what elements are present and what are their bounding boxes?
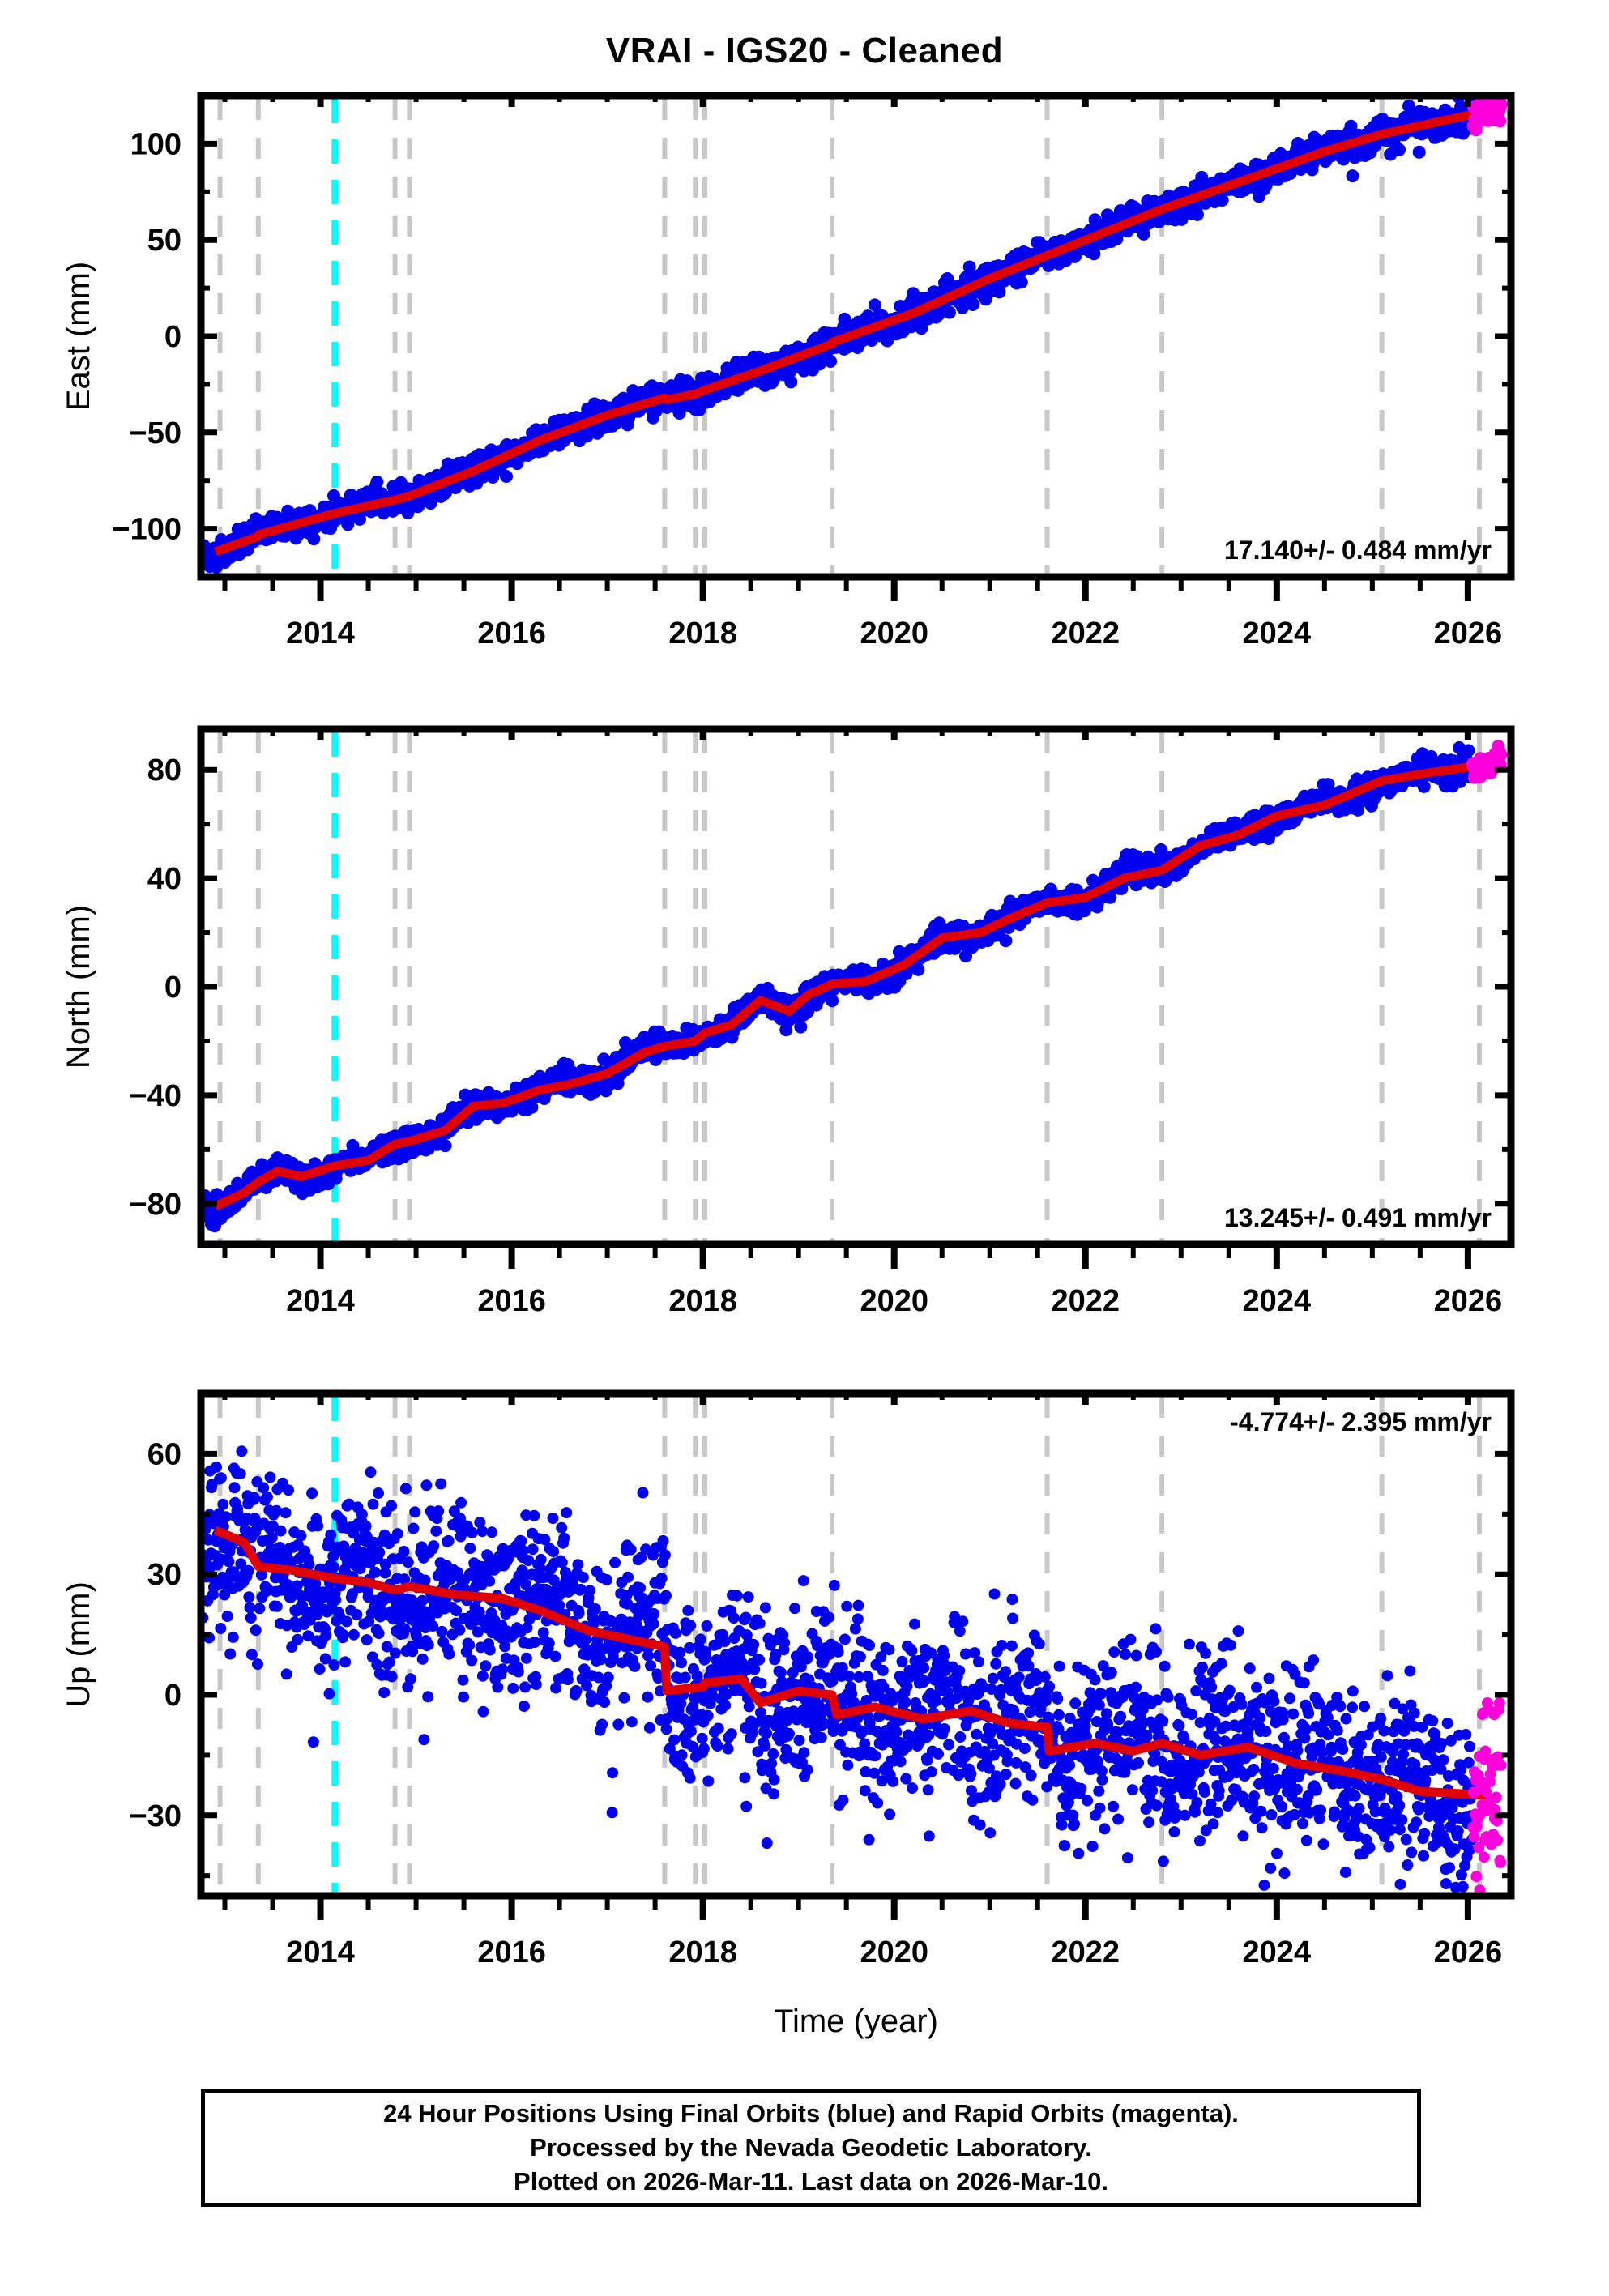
x-tick-label: 2024 bbox=[1243, 617, 1312, 651]
x-tick-label: 2024 bbox=[1243, 1284, 1312, 1318]
x-tick-label: 2014 bbox=[286, 1284, 355, 1318]
timeseries-panels: 100 50 0 −50 −100 2014 2016 2018 2020 2022 2024 202… bbox=[61, 92, 1515, 2039]
panel-data-north bbox=[201, 732, 1508, 1241]
panel-north: 80 40 0 −40 −80 2014 2016 2018 2020 2022 2024 2026 N… bbox=[61, 725, 1515, 1318]
caption-line-1: 24 Hour Positions Using Final Orbits (bl… bbox=[383, 2099, 1239, 2128]
rapid-orbit-points bbox=[1466, 96, 1508, 137]
x-tick-label: 2022 bbox=[1051, 1935, 1120, 1970]
panel-data-east bbox=[201, 96, 1508, 574]
y-tick-label: −30 bbox=[130, 1799, 181, 1833]
panel-up: 60 30 0 −30 2014 2016 2018 2020 2022 2024 2026 Up (… bbox=[61, 1389, 1515, 1970]
y-tick-label: 30 bbox=[147, 1558, 181, 1592]
model-fit-line bbox=[213, 760, 1488, 1211]
x-tick-label: 2026 bbox=[1434, 1284, 1503, 1318]
y-tick-label: 0 bbox=[164, 320, 181, 354]
caption-line-3: Plotted on 2026-Mar-11. Last data on 202… bbox=[514, 2166, 1108, 2196]
x-tick-label: 2018 bbox=[668, 1284, 737, 1318]
panel-data-up bbox=[201, 1397, 1507, 1896]
y-tick-label: −80 bbox=[130, 1188, 181, 1222]
y-tick-label: 50 bbox=[147, 224, 181, 258]
final-orbit-points bbox=[201, 1445, 1478, 1893]
rate-annotation-east: 17.140+/- 0.484 mm/yr bbox=[1224, 536, 1492, 565]
y-tick-label: 40 bbox=[147, 862, 181, 896]
panel-frame bbox=[197, 1389, 1515, 1900]
rapid-orbit-points bbox=[1466, 740, 1508, 784]
y-axis-title-north: North (mm) bbox=[61, 905, 96, 1069]
x-tick-label: 2026 bbox=[1434, 1935, 1503, 1970]
y-tick-label: 100 bbox=[130, 127, 181, 161]
page-title: VRAI - IGS20 - Cleaned bbox=[605, 31, 1004, 70]
x-tick-label: 2014 bbox=[286, 617, 355, 651]
panel-east: 100 50 0 −50 −100 2014 2016 2018 2020 2022 2024 202… bbox=[61, 92, 1515, 651]
x-tick-label: 2016 bbox=[477, 1284, 546, 1318]
caption-line-2: Processed by the Nevada Geodetic Laborat… bbox=[530, 2133, 1092, 2162]
y-tick-label: −50 bbox=[130, 416, 181, 450]
y-tick-label: −40 bbox=[130, 1079, 181, 1113]
x-tick-label: 2016 bbox=[477, 617, 546, 651]
x-tick-label: 2014 bbox=[286, 1935, 355, 1970]
y-tick-label: 0 bbox=[164, 1679, 181, 1713]
x-tick-label: 2024 bbox=[1243, 1935, 1312, 1970]
x-tick-label: 2020 bbox=[860, 1284, 928, 1318]
y-tick-label: 80 bbox=[147, 753, 181, 787]
y-axis-title-east: East (mm) bbox=[61, 262, 96, 411]
y-tick-label: 0 bbox=[164, 971, 181, 1005]
model-fit-line bbox=[213, 106, 1488, 557]
rate-annotation-up: -4.774+/- 2.395 mm/yr bbox=[1230, 1407, 1492, 1436]
x-tick-label: 2018 bbox=[668, 617, 737, 651]
x-tick-label: 2018 bbox=[668, 1935, 737, 1970]
y-tick-label: −100 bbox=[112, 513, 181, 547]
x-tick-label: 2020 bbox=[860, 1935, 928, 1970]
model-fit-line bbox=[213, 1526, 1487, 1800]
x-tick-label: 2022 bbox=[1051, 617, 1120, 651]
x-tick-label: 2016 bbox=[477, 1935, 546, 1970]
y-tick-label: 60 bbox=[147, 1437, 181, 1471]
x-tick-label: 2026 bbox=[1434, 617, 1503, 651]
y-axis-title-up: Up (mm) bbox=[61, 1581, 96, 1708]
x-tick-label: 2020 bbox=[860, 617, 928, 651]
caption-box: 24 Hour Positions Using Final Orbits (bl… bbox=[201, 2089, 1421, 2207]
rate-annotation-north: 13.245+/- 0.491 mm/yr bbox=[1224, 1203, 1492, 1232]
x-tick-label: 2022 bbox=[1051, 1284, 1120, 1318]
x-axis-title: Time (year) bbox=[774, 2004, 938, 2039]
rapid-orbit-points bbox=[1467, 1697, 1507, 1896]
